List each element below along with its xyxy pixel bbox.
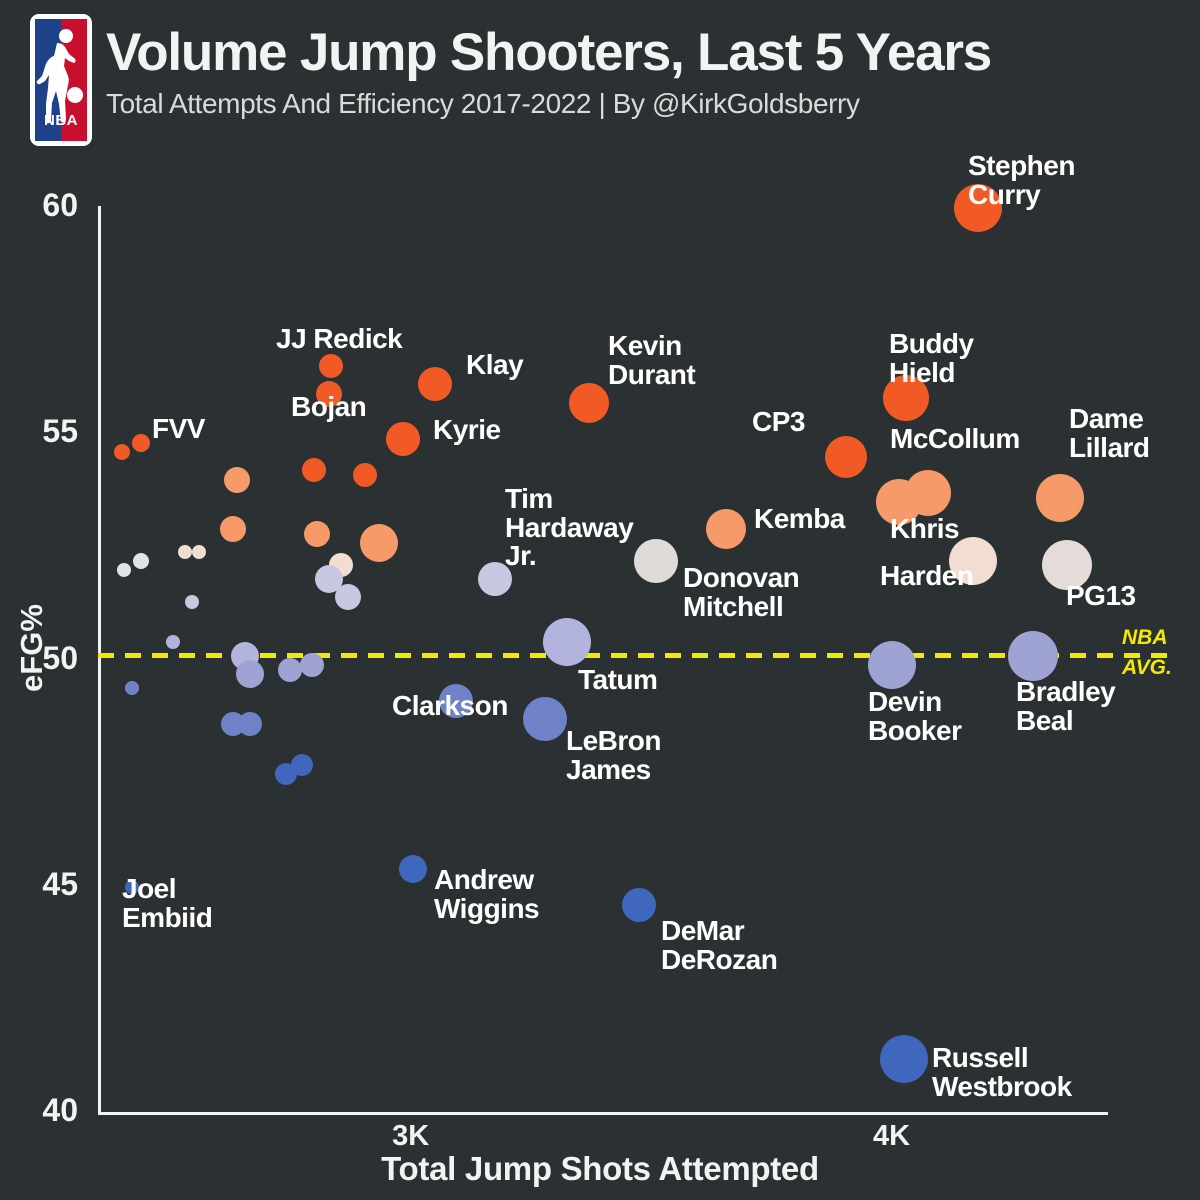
nba-average-label-bottom: AVG. bbox=[1122, 656, 1172, 679]
nba-average-line bbox=[98, 653, 1170, 658]
data-point-joel-embiid[interactable] bbox=[124, 879, 139, 894]
data-point-kyrie[interactable] bbox=[386, 421, 421, 456]
point-label-buddy-hield: Buddy Hield bbox=[889, 328, 974, 388]
data-point-jj-redick[interactable] bbox=[319, 354, 344, 379]
data-point-buddy-hield[interactable] bbox=[883, 375, 929, 422]
point-label-bojan: Bojan bbox=[291, 391, 367, 422]
data-point[interactable] bbox=[124, 680, 139, 695]
point-label-demar-derozan: DeMar DeRozan bbox=[661, 915, 778, 975]
nba-average-label-top: NBA bbox=[1122, 626, 1168, 649]
data-point-lebron-james[interactable] bbox=[523, 697, 568, 742]
data-point[interactable] bbox=[360, 523, 399, 562]
point-label-cp3: CP3 bbox=[752, 406, 805, 437]
y-tick-40: 40 bbox=[42, 1092, 78, 1128]
data-point-clarkson[interactable] bbox=[439, 684, 474, 719]
y-axis-label: eFG% bbox=[14, 604, 49, 692]
point-label-donovan-mitchell: Donovan Mitchell bbox=[683, 562, 800, 622]
x-axis-label: Total Jump Shots Attempted bbox=[381, 1150, 819, 1187]
data-point[interactable] bbox=[335, 584, 362, 611]
data-point-donovan-mitchell[interactable] bbox=[633, 538, 678, 583]
point-label-kemba: Kemba bbox=[754, 503, 845, 534]
y-tick-55: 55 bbox=[42, 413, 78, 450]
data-point[interactable] bbox=[117, 563, 132, 577]
y-tick-45: 45 bbox=[42, 865, 78, 902]
point-label-pg13: PG13 bbox=[1066, 580, 1136, 611]
data-point-fvv[interactable] bbox=[132, 434, 151, 453]
data-point-harden[interactable] bbox=[949, 536, 998, 585]
data-point-stephen-curry[interactable] bbox=[954, 184, 1003, 232]
chart-title: Volume Jump Shooters, Last 5 Years bbox=[106, 23, 992, 82]
nba-logo: NBA bbox=[32, 16, 90, 144]
data-point[interactable] bbox=[237, 711, 262, 736]
data-point[interactable] bbox=[235, 660, 264, 689]
x-tick-3K: 3K bbox=[392, 1120, 430, 1152]
data-point-kevin-durant[interactable] bbox=[568, 382, 609, 423]
data-point[interactable] bbox=[133, 552, 150, 569]
data-point[interactable] bbox=[165, 635, 180, 650]
point-label-bradley-beal: Bradley Beal bbox=[1016, 676, 1116, 736]
data-point-tim-hardaway-jr-[interactable] bbox=[477, 562, 512, 597]
point-label-stephen-curry: Stephen Curry bbox=[968, 150, 1075, 210]
point-label-joel-embiid: Joel Embiid bbox=[122, 873, 213, 933]
data-point-russell-westbrook[interactable] bbox=[879, 1034, 928, 1083]
data-point[interactable] bbox=[274, 762, 297, 785]
point-label-harden: Harden bbox=[880, 560, 974, 591]
nba-logo-silhouette bbox=[36, 29, 83, 124]
chart-header: NBA Volume Jump Shooters, Last 5 Years T… bbox=[0, 0, 1200, 150]
data-point[interactable] bbox=[192, 544, 206, 559]
y-tick-50: 50 bbox=[42, 639, 78, 676]
point-label-fvv: FVV bbox=[152, 413, 205, 444]
point-label-lebron-james: LeBron James bbox=[566, 725, 662, 785]
point-label-mccollum: McCollum bbox=[890, 423, 1020, 454]
point-label-russell-westbrook: Russell Westbrook bbox=[932, 1042, 1072, 1102]
point-label-khris: Khris bbox=[890, 513, 960, 544]
data-point-dame-lillard[interactable] bbox=[1035, 473, 1084, 522]
y-axis-line bbox=[98, 206, 101, 1114]
point-label-kevin-durant: Kevin Durant bbox=[608, 330, 696, 390]
point-label-tim-hardaway-jr-: Tim Hardaway Jr. bbox=[505, 483, 634, 572]
data-point-tatum[interactable] bbox=[542, 618, 591, 667]
point-label-kyrie: Kyrie bbox=[433, 414, 501, 445]
data-point[interactable] bbox=[278, 657, 303, 682]
data-point-bojan[interactable] bbox=[315, 380, 342, 407]
y-tick-60: 60 bbox=[42, 187, 78, 223]
point-label-andrew-wiggins: Andrew Wiggins bbox=[434, 864, 540, 924]
data-point[interactable] bbox=[184, 594, 199, 609]
data-point-demar-derozan[interactable] bbox=[622, 887, 657, 922]
x-tick-4K: 4K bbox=[873, 1120, 911, 1152]
data-point[interactable] bbox=[177, 544, 192, 559]
nba-logo-wordmark: NBA bbox=[44, 112, 78, 129]
data-point[interactable] bbox=[224, 466, 251, 493]
point-label-dame-lillard: Dame Lillard bbox=[1069, 403, 1150, 463]
point-label-klay: Klay bbox=[466, 349, 524, 380]
data-point-kemba[interactable] bbox=[705, 509, 746, 550]
x-axis-line bbox=[98, 1112, 1108, 1115]
data-point-cp3[interactable] bbox=[824, 435, 867, 478]
data-point-pg13[interactable] bbox=[1042, 540, 1093, 591]
data-point[interactable] bbox=[291, 753, 314, 776]
point-label-jj-redick: JJ Redick bbox=[276, 323, 403, 354]
chart-subtitle: Total Attempts And Efficiency 2017-2022 … bbox=[106, 88, 860, 119]
data-point[interactable] bbox=[114, 444, 131, 461]
data-point-bradley-beal[interactable] bbox=[1008, 630, 1059, 681]
data-point[interactable] bbox=[302, 458, 327, 483]
data-point[interactable] bbox=[303, 520, 330, 547]
data-point-khris[interactable] bbox=[875, 479, 922, 526]
point-label-devin-booker: Devin Booker bbox=[868, 686, 962, 746]
data-point[interactable] bbox=[352, 462, 377, 487]
data-point-andrew-wiggins[interactable] bbox=[399, 854, 428, 883]
data-point-klay[interactable] bbox=[417, 367, 452, 402]
point-label-clarkson: Clarkson bbox=[392, 690, 508, 721]
data-point-devin-booker[interactable] bbox=[867, 641, 916, 690]
point-label-tatum: Tatum bbox=[578, 664, 658, 695]
data-point[interactable] bbox=[219, 516, 246, 543]
data-point[interactable] bbox=[300, 653, 325, 678]
